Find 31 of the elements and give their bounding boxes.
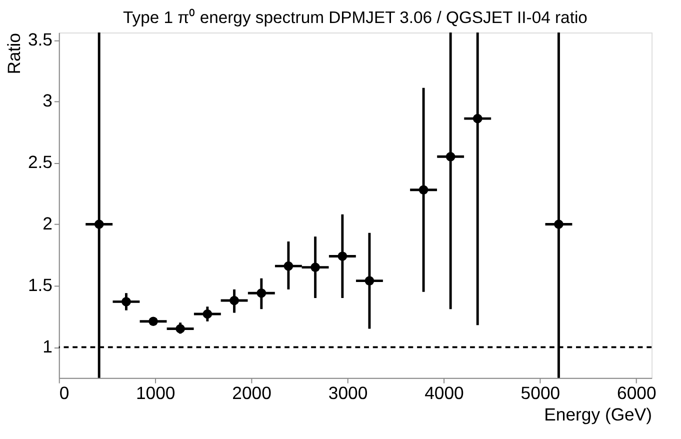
x-tick-label: 0	[59, 383, 70, 404]
point	[148, 316, 158, 326]
point	[338, 252, 348, 261]
point	[176, 324, 185, 334]
x-tick-label: 6000	[617, 383, 656, 404]
x-tick-label: 3000	[328, 383, 368, 404]
chart-title: Type 1 π⁰ energy spectrum DPMJET 3.06 / QGSJET II-04 ratio	[123, 8, 588, 28]
y-axis-title: Ratio	[4, 32, 24, 74]
point	[256, 288, 266, 298]
point	[94, 220, 104, 229]
point	[364, 276, 374, 286]
point	[202, 309, 212, 319]
point	[284, 261, 294, 271]
x-tick-label: 2000	[232, 383, 272, 404]
point	[472, 114, 482, 124]
point	[554, 220, 564, 229]
x-tick-label: 1000	[136, 383, 176, 404]
point	[446, 152, 456, 162]
point	[122, 297, 131, 306]
point	[310, 262, 320, 272]
point	[230, 296, 239, 306]
y-tick-label: 3.5	[28, 29, 53, 50]
x-tick-label: 4000	[424, 383, 464, 404]
point	[418, 185, 428, 194]
y-tick-label: 3	[42, 90, 53, 111]
x-tick-label: 5000	[520, 383, 560, 404]
y-tick-label: 1	[42, 336, 52, 357]
x-axis-title: Energy (GeV)	[544, 404, 652, 425]
y-tick-label: 2	[42, 214, 52, 234]
y-tick-label: 1.5	[28, 275, 53, 296]
y-tick-label: 2.5	[28, 152, 53, 172]
